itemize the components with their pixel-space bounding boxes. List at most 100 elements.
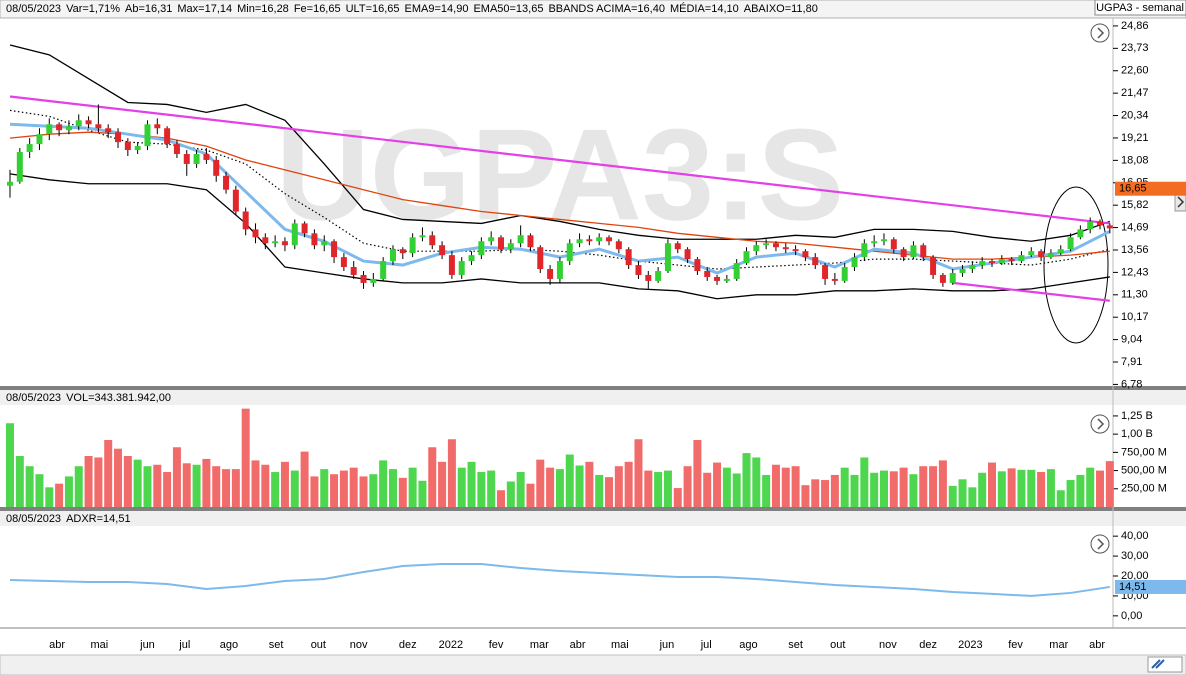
candle-body (1028, 251, 1035, 256)
volume-bar (447, 439, 456, 507)
volume-bar (742, 453, 751, 507)
volume-bar (614, 466, 623, 507)
volume-bar (74, 466, 83, 507)
trendline (952, 281, 1110, 302)
x-tick-label: ago (739, 639, 757, 651)
x-tick-label: mar (1049, 639, 1068, 651)
candle-body (46, 124, 53, 135)
symbol-box (1094, 0, 1186, 16)
nav-button[interactable] (1090, 23, 1110, 43)
nav-button[interactable] (1090, 534, 1110, 554)
volume-bar (163, 472, 172, 507)
last-value-box (1115, 181, 1186, 196)
volume-bar (870, 472, 879, 507)
candle-body (694, 259, 701, 271)
price-header-bar (0, 0, 1186, 19)
candle-body (331, 241, 338, 258)
volume-bar (280, 461, 289, 507)
candle-body (743, 251, 750, 264)
y-tick-label: 14,69 (1121, 221, 1149, 233)
header-item: 08/05/2023 (6, 513, 61, 525)
volume-bar (555, 469, 564, 507)
x-tick-label: jun (139, 639, 155, 651)
volume-bar (300, 451, 309, 507)
x-tick-label: jul (178, 639, 190, 651)
candle-body (183, 154, 190, 164)
candle-body (537, 247, 544, 270)
volume-bar (310, 476, 319, 507)
volume-bar (271, 472, 280, 507)
indicator-line (9, 131, 1110, 260)
x-tick-label: mar (530, 639, 549, 651)
x-tick-label: 2023 (958, 639, 982, 651)
volume-bar (860, 457, 869, 507)
trendline (9, 95, 1110, 225)
candle-body (272, 241, 279, 244)
x-tick-label: abr (570, 639, 586, 651)
volume-bar (595, 474, 604, 507)
candle-body (763, 243, 770, 246)
candle-body (566, 243, 573, 262)
y-tick-label: 24,86 (1121, 20, 1149, 32)
y-tick-label: 7,91 (1121, 356, 1142, 368)
candle-body (576, 239, 583, 244)
volume-bar (762, 474, 771, 507)
x-tick-label: jul (700, 639, 712, 651)
candle-body (1057, 249, 1064, 254)
candle-body (635, 265, 642, 275)
volume-bar (850, 474, 859, 507)
y-tick-label: 6,78 (1121, 378, 1142, 390)
candle-body (910, 245, 917, 258)
header-item: EMA50=13,65 (473, 3, 543, 15)
volume-bar (477, 472, 486, 507)
candle-body (1087, 221, 1094, 230)
candle-body (370, 278, 377, 283)
candle-body (556, 261, 563, 279)
candle-body (488, 237, 495, 242)
header-item: 08/05/2023 (6, 392, 61, 404)
y-tick-label: 20,00 (1121, 570, 1149, 582)
volume-bar (978, 472, 987, 507)
x-tick-label: out (311, 639, 326, 651)
candle-body (772, 243, 779, 248)
x-tick-label: mai (611, 639, 629, 651)
volume-bar (565, 454, 574, 507)
candle-body (1097, 221, 1104, 226)
volume-bar (1105, 461, 1114, 507)
volume-bar (919, 466, 928, 507)
volume-bar (359, 476, 368, 507)
volume-bar (192, 464, 201, 507)
volume-bar (988, 462, 996, 507)
volume-bar (693, 439, 702, 507)
header-item: BBANDS ACIMA=16,40 (548, 3, 664, 15)
candle-body (939, 274, 946, 283)
adx-line (9, 563, 1110, 597)
volume-bar (84, 456, 93, 507)
candle-body (389, 249, 396, 262)
volume-bar (781, 467, 790, 507)
nav-button[interactable] (1090, 414, 1110, 434)
candle-body (655, 271, 662, 281)
volume-bar (889, 471, 898, 507)
candle-body (900, 249, 907, 258)
y-tick-label: 19,21 (1121, 132, 1149, 144)
candle-body (164, 128, 171, 145)
candle-body (154, 124, 161, 129)
candle-body (802, 251, 809, 258)
x-tick-label: dez (399, 639, 417, 651)
candle-body (311, 233, 318, 246)
candle-body (949, 272, 956, 283)
volume-bar (261, 464, 270, 507)
header-item: ADXR=14,51 (66, 513, 131, 525)
volume-bar (938, 460, 947, 507)
volume-bar (251, 460, 260, 507)
volume-bar (909, 474, 918, 507)
candle-body (173, 144, 180, 155)
volume-bar (418, 480, 427, 507)
volume-bar (771, 464, 780, 507)
volume-bar (330, 474, 339, 507)
volume-bar (506, 481, 515, 507)
candle-body (203, 154, 210, 160)
header-item: ULT=16,65 (346, 3, 400, 15)
